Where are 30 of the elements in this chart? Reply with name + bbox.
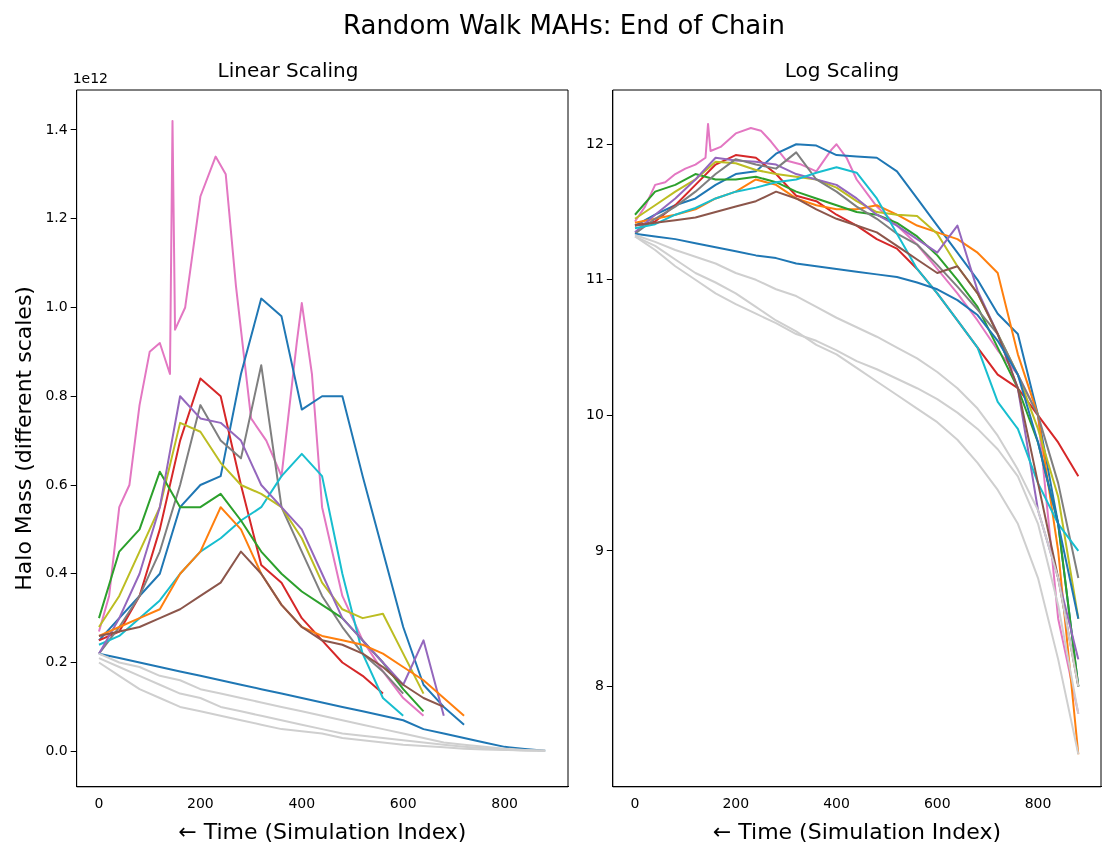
y-tick-label: 1.2 xyxy=(45,209,68,226)
y-tick-label: 0.2 xyxy=(45,653,68,670)
y-tick-label: 9 xyxy=(594,541,604,558)
x-axis-title: ← Time (Simulation Index) xyxy=(712,818,1001,844)
y-tick-label: 1.4 xyxy=(45,120,68,137)
chart-title: Log Scaling xyxy=(784,58,900,83)
y-tick-label: 0.0 xyxy=(45,741,68,758)
chart-title: Random Walk MAHs: End of Chain xyxy=(341,10,786,40)
x-tick-label: 800 xyxy=(1024,794,1052,811)
y-tick-label: 12 xyxy=(585,134,604,151)
x-tick-label: 600 xyxy=(923,794,951,811)
y-tick-label: 8 xyxy=(594,677,604,694)
y-tick-label: 1.0 xyxy=(45,298,68,315)
chart-subtitle: Linear Scaling xyxy=(217,58,359,83)
y-axis-title: Halo Mass (different scales) xyxy=(10,286,36,591)
y-tick-label: 11 xyxy=(585,270,604,287)
x-axis-title: ← Time (Simulation Index) xyxy=(178,818,467,844)
x-tick-label: 800 xyxy=(491,794,518,811)
x-tick-label: 400 xyxy=(823,794,850,811)
y-tick-label: 0.4 xyxy=(45,564,68,581)
x-tick-label: 0 xyxy=(94,794,104,811)
y-tick-label: 0.8 xyxy=(45,386,68,403)
text: 1e12 xyxy=(72,69,109,86)
x-tick-label: 200 xyxy=(187,794,214,811)
y-tick-label: 0.6 xyxy=(45,475,68,492)
x-tick-label: 200 xyxy=(722,794,750,811)
y-tick-label: 10 xyxy=(585,405,604,422)
x-tick-label: 0 xyxy=(630,794,640,811)
x-tick-label: 600 xyxy=(389,794,417,811)
x-tick-label: 400 xyxy=(288,794,316,811)
